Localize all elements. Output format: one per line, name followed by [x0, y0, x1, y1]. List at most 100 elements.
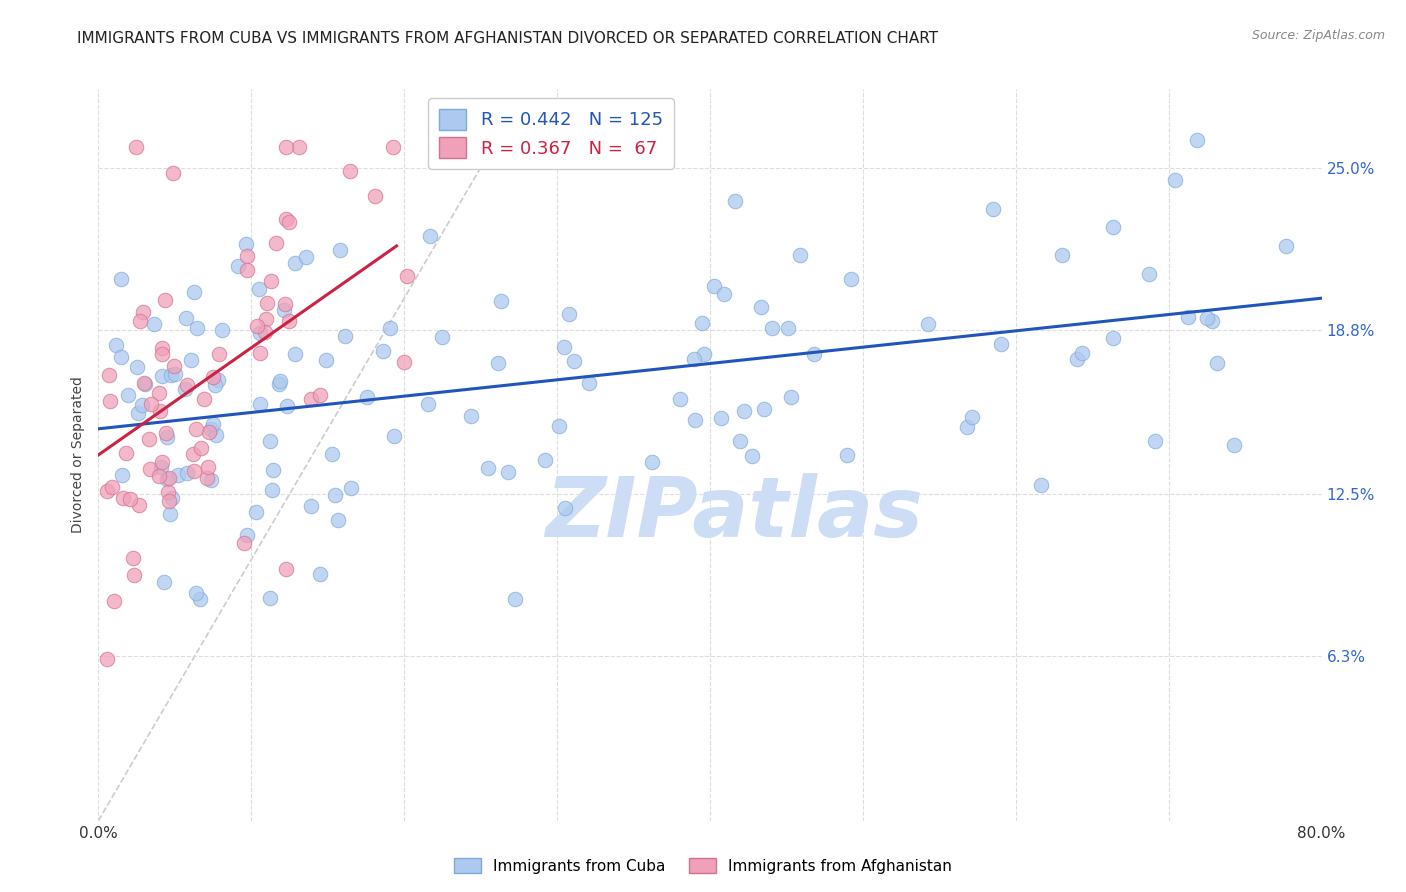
- Point: [249, 326, 271, 340]
- Point: [1275, 238, 1298, 252]
- Point: [188, 591, 211, 606]
- Point: [1164, 173, 1187, 187]
- Point: [749, 300, 772, 314]
- Point: [122, 551, 145, 566]
- Point: [713, 287, 735, 301]
- Point: [960, 409, 983, 424]
- Point: [260, 274, 283, 288]
- Point: [308, 388, 330, 402]
- Point: [165, 367, 187, 381]
- Point: [309, 566, 332, 581]
- Point: [124, 139, 146, 153]
- Point: [110, 350, 132, 364]
- Point: [148, 468, 170, 483]
- Point: [693, 346, 716, 360]
- Point: [299, 392, 322, 407]
- Point: [692, 316, 714, 330]
- Point: [143, 317, 166, 331]
- Point: [259, 434, 281, 449]
- Point: [226, 260, 249, 274]
- Point: [956, 420, 979, 434]
- Point: [496, 466, 519, 480]
- Point: [249, 397, 271, 411]
- Point: [131, 398, 153, 412]
- Point: [273, 303, 295, 318]
- Point: [159, 507, 181, 521]
- Point: [176, 378, 198, 392]
- Point: [233, 536, 256, 550]
- Point: [111, 468, 134, 483]
- Legend: Immigrants from Cuba, Immigrants from Afghanistan: Immigrants from Cuba, Immigrants from Af…: [447, 852, 959, 880]
- Point: [150, 347, 173, 361]
- Point: [578, 376, 600, 390]
- Point: [371, 344, 394, 359]
- Point: [167, 467, 190, 482]
- Point: [460, 409, 482, 423]
- Point: [256, 311, 278, 326]
- Point: [380, 321, 402, 335]
- Point: [111, 491, 134, 506]
- Point: [156, 472, 179, 486]
- Point: [193, 392, 215, 406]
- Point: [150, 369, 173, 384]
- Text: Source: ZipAtlas.com: Source: ZipAtlas.com: [1251, 29, 1385, 42]
- Point: [778, 320, 800, 334]
- Point: [1144, 434, 1167, 448]
- Point: [180, 353, 202, 368]
- Point: [245, 505, 267, 519]
- Point: [149, 460, 172, 475]
- Point: [129, 314, 152, 328]
- Point: [323, 488, 346, 502]
- Point: [176, 466, 198, 480]
- Point: [419, 229, 441, 244]
- Point: [562, 354, 585, 368]
- Point: [163, 359, 186, 373]
- Point: [1223, 438, 1246, 452]
- Point: [184, 586, 207, 600]
- Point: [364, 189, 387, 203]
- Point: [207, 374, 229, 388]
- Point: [205, 427, 228, 442]
- Point: [256, 296, 278, 310]
- Point: [1137, 267, 1160, 281]
- Point: [710, 410, 733, 425]
- Point: [152, 341, 174, 355]
- Point: [138, 432, 160, 446]
- Point: [260, 483, 283, 497]
- Point: [253, 325, 276, 339]
- Point: [277, 314, 299, 328]
- Point: [267, 376, 290, 391]
- Point: [835, 448, 858, 462]
- Point: [134, 376, 156, 391]
- Point: [486, 356, 509, 370]
- Legend: R = 0.442   N = 125, R = 0.367   N =  67: R = 0.442 N = 125, R = 0.367 N = 67: [429, 98, 673, 169]
- Point: [186, 320, 208, 334]
- Point: [198, 425, 221, 439]
- Point: [990, 336, 1012, 351]
- Point: [236, 528, 259, 542]
- Point: [202, 417, 225, 432]
- Point: [284, 347, 307, 361]
- Point: [489, 293, 512, 308]
- Point: [329, 243, 352, 257]
- Point: [430, 330, 453, 344]
- Point: [264, 236, 287, 251]
- Point: [197, 460, 219, 475]
- Point: [186, 422, 208, 436]
- Point: [780, 390, 803, 404]
- Point: [839, 272, 862, 286]
- Point: [1070, 345, 1092, 359]
- Point: [236, 263, 259, 277]
- Point: [97, 368, 120, 382]
- Point: [201, 370, 224, 384]
- Point: [703, 279, 725, 293]
- Point: [128, 498, 150, 512]
- Point: [235, 237, 257, 252]
- Point: [156, 485, 179, 500]
- Point: [114, 446, 136, 460]
- Point: [917, 318, 939, 332]
- Point: [159, 493, 181, 508]
- Point: [534, 452, 557, 467]
- Point: [183, 464, 205, 478]
- Point: [803, 347, 825, 361]
